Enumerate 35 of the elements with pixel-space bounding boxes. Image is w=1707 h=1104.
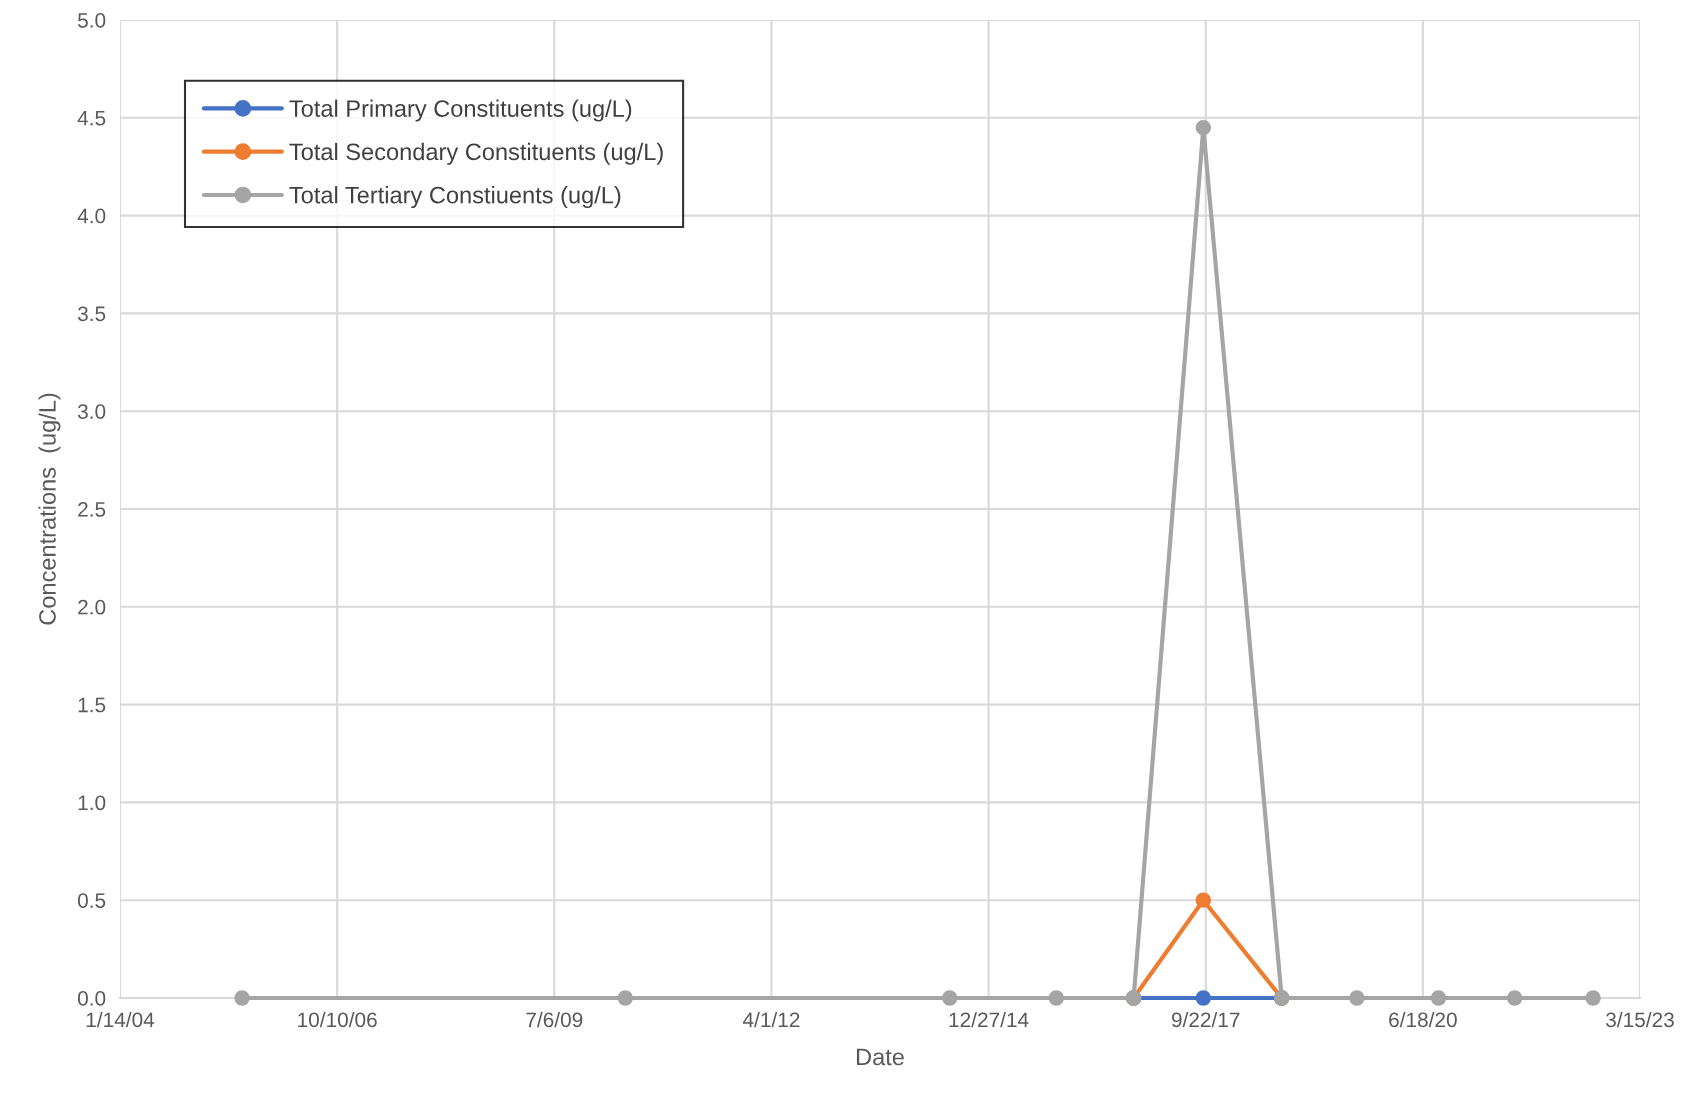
point — [234, 990, 250, 1006]
y-tick-label: 5.0 — [77, 13, 106, 28]
y-tick-label: 2.5 — [78, 502, 106, 517]
y-axis-title: Concentrations (ug/L) — [38, 393, 61, 625]
x-tick-label: 7/6/09 — [526, 1011, 583, 1028]
x-tick-label: 3/15/23 — [1606, 1011, 1674, 1028]
point — [1195, 892, 1211, 908]
point — [1507, 990, 1523, 1006]
legend-label: Total Tertiary Constiuents (ug/L) — [289, 186, 621, 209]
point — [1430, 990, 1447, 1006]
point — [942, 990, 958, 1006]
point — [617, 990, 633, 1006]
y-tick-label: 0.5 — [77, 893, 106, 908]
x-axis-title: Date — [857, 1048, 904, 1066]
x-tick-label: 1/14/04 — [86, 1011, 155, 1028]
point — [1195, 119, 1211, 136]
point — [1195, 990, 1211, 1006]
y-tick-label: 1.5 — [78, 697, 106, 713]
x-tick-label: 6/18/20 — [1389, 1011, 1457, 1028]
point — [1048, 990, 1064, 1006]
legend-label: Total Primary Constituents (ug/L) — [289, 99, 632, 122]
y-tick-label: 1.0 — [78, 795, 106, 811]
y-tick-label: 0.0 — [77, 991, 106, 1006]
y-tick-label: 4.5 — [77, 111, 106, 126]
y-tick-label: 3.5 — [77, 306, 106, 322]
point — [1585, 990, 1601, 1006]
y-tick-label: 3.0 — [77, 404, 106, 419]
x-tick-label: 10/10/06 — [298, 1011, 377, 1028]
y-tick-label: 2.0 — [78, 599, 106, 615]
y-tick-label: 4.0 — [77, 208, 106, 224]
point — [1349, 990, 1365, 1006]
x-tick-label: 9/22/17 — [1171, 1011, 1240, 1028]
x-tick-label: 12/27/14 — [949, 1011, 1029, 1028]
x-tick-label: 4/1/12 — [742, 1011, 800, 1028]
legend-label: Total Secondary Constituents (ug/L) — [289, 142, 663, 165]
